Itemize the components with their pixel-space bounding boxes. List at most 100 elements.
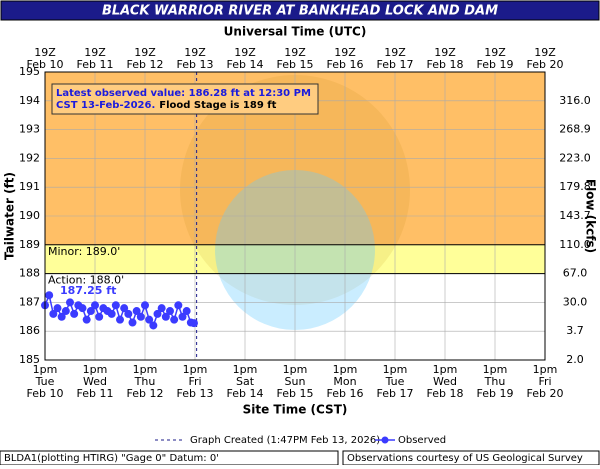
x-tick-date: Feb 14	[227, 387, 264, 400]
x-tick-time: 1pm	[383, 363, 408, 376]
y-tick-label: 192	[19, 151, 40, 164]
x-tick-day: Sat	[236, 375, 255, 388]
data-point	[149, 321, 158, 330]
y2-tick-label: 2.0	[566, 353, 584, 366]
data-point	[111, 301, 120, 310]
top-tick-time: 19Z	[84, 46, 106, 59]
x-tick-time: 1pm	[433, 363, 458, 376]
y2-tick-label: 179.8	[559, 180, 591, 193]
x-tick-time: 1pm	[483, 363, 508, 376]
y2-tick-label: 268.9	[559, 123, 591, 136]
y-tick-label: 193	[19, 123, 40, 136]
chart-title: BLACK WARRIOR RIVER AT BANKHEAD LOCK AND…	[102, 4, 498, 19]
x-tick-date: Feb 16	[327, 387, 364, 400]
x-tick-day: Wed	[433, 375, 457, 388]
y2-tick-label: 67.0	[563, 267, 588, 280]
note-line2: CST 13-Feb-2026.	[56, 100, 155, 111]
top-tick-date: Feb 20	[527, 58, 564, 71]
top-tick-time: 19Z	[384, 46, 406, 59]
data-point	[45, 291, 54, 300]
note-line1: Latest observed value: 186.28 ft at 12:3…	[56, 88, 311, 99]
data-point	[120, 304, 129, 313]
x-tick-time: 1pm	[133, 363, 158, 376]
y-tick-label: 187	[19, 295, 40, 308]
top-tick-time: 19Z	[284, 46, 306, 59]
data-point	[91, 301, 99, 310]
threshold-label: Action: 188.0'	[48, 274, 124, 287]
footer-left: BLDA1(plotting HTIRG) "Gage 0" Datum: 0'	[4, 453, 219, 464]
y-tick-label: 191	[19, 180, 40, 193]
y-tick-label: 185	[19, 353, 40, 366]
x-tick-day: Fri	[538, 375, 551, 388]
x-tick-day: Thu	[134, 375, 156, 388]
x-tick-date: Feb 13	[177, 387, 214, 400]
x-tick-date: Feb 11	[77, 387, 114, 400]
data-point	[78, 304, 87, 313]
top-tick-date: Feb 17	[377, 58, 414, 71]
data-point	[124, 309, 133, 318]
y2-tick-label: 143.7	[559, 209, 591, 222]
data-point	[174, 301, 183, 310]
top-tick-time: 19Z	[434, 46, 456, 59]
y2-tick-label: 110.0	[559, 238, 591, 251]
y-tick-label: 194	[19, 94, 40, 107]
top-tick-date: Feb 14	[227, 58, 264, 71]
top-tick-time: 19Z	[184, 46, 206, 59]
x-tick-time: 1pm	[183, 363, 208, 376]
data-point	[86, 307, 95, 316]
x-tick-time: 1pm	[533, 363, 558, 376]
x-tick-day: Mon	[333, 375, 356, 388]
x-tick-time: 1pm	[233, 363, 258, 376]
y-tick-label: 190	[19, 209, 40, 222]
top-tick-time: 19Z	[334, 46, 356, 59]
legend-label: Observed	[398, 435, 446, 446]
peak-label: 187.25 ft	[60, 284, 116, 297]
x-tick-time: 1pm	[33, 363, 58, 376]
legend-marker	[381, 436, 389, 444]
top-tick-date: Feb 10	[27, 58, 64, 71]
x-tick-time: 1pm	[83, 363, 108, 376]
data-point	[189, 319, 198, 328]
title-bar	[0, 0, 600, 21]
data-point	[61, 307, 70, 316]
data-point	[161, 312, 170, 321]
y-axis-title: Tailwater (ft)	[3, 172, 17, 260]
data-point	[136, 312, 145, 321]
y2-tick-label: 316.0	[559, 94, 591, 107]
x-tick-day: Wed	[83, 375, 107, 388]
data-point	[157, 304, 166, 313]
data-point	[170, 315, 179, 324]
y-tick-label: 195	[19, 65, 40, 78]
top-tick-date: Feb 18	[427, 58, 464, 71]
data-point	[145, 315, 154, 324]
x-tick-date: Feb 20	[527, 387, 564, 400]
note-box	[51, 83, 319, 115]
x-tick-date: Feb 17	[377, 387, 414, 400]
x-tick-day: Tue	[385, 375, 405, 388]
x-tick-time: 1pm	[283, 363, 308, 376]
top-tick-date: Feb 12	[127, 58, 164, 71]
footer-right: Observations courtesy of US Geological S…	[347, 453, 583, 464]
data-point	[57, 312, 66, 321]
y2-tick-label: 3.7	[566, 324, 584, 337]
top-tick-time: 19Z	[134, 46, 156, 59]
top-tick-date: Feb 13	[177, 58, 214, 71]
x-tick-day: Sun	[285, 375, 306, 388]
data-point	[82, 315, 91, 324]
data-point	[53, 304, 62, 313]
data-point	[178, 312, 187, 321]
x-tick-day: Tue	[35, 375, 55, 388]
top-tick-date: Feb 11	[77, 58, 114, 71]
data-point	[182, 307, 191, 316]
data-point	[141, 301, 149, 310]
y2-tick-label: 30.0	[563, 295, 588, 308]
data-point	[116, 315, 124, 324]
x-tick-date: Feb 19	[477, 387, 514, 400]
top-axis-title: Universal Time (UTC)	[224, 25, 367, 39]
y-tick-label: 186	[19, 324, 40, 337]
x-tick-date: Feb 18	[427, 387, 464, 400]
top-tick-time: 19Z	[484, 46, 506, 59]
data-point	[128, 318, 137, 327]
threshold-label: Minor: 189.0'	[48, 245, 120, 258]
